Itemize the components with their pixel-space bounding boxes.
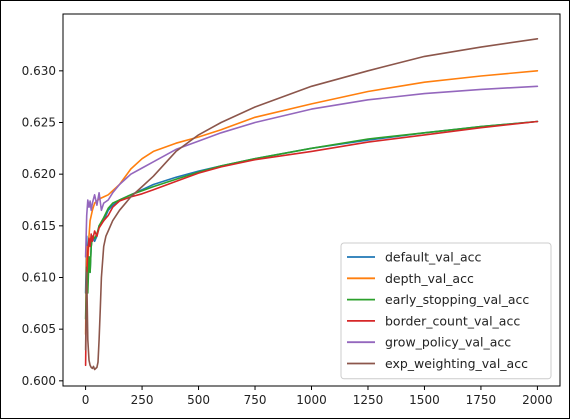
x-tick-label: 1500 xyxy=(409,393,440,407)
legend-label: default_val_acc xyxy=(385,250,482,265)
y-tick-label: 0.620 xyxy=(22,167,56,181)
legend-label: border_count_val_acc xyxy=(385,313,520,328)
y-tick-label: 0.625 xyxy=(22,116,56,130)
x-tick-label: 1750 xyxy=(466,393,497,407)
legend-label: exp_weighting_val_acc xyxy=(385,356,528,371)
y-tick-label: 0.615 xyxy=(22,219,56,233)
x-tick-label: 250 xyxy=(131,393,154,407)
legend: default_val_acc depth_val_acc early_stoppi… xyxy=(340,242,552,380)
x-tick-label: 0 xyxy=(82,393,90,407)
x-tick-label: 1250 xyxy=(353,393,384,407)
x-tick-label: 750 xyxy=(244,393,267,407)
x-axis: 0 250 500 750 1000 1250 1500 1750 2000 xyxy=(82,386,553,407)
series-line-border-count-val-acc xyxy=(84,120,539,367)
legend-label: depth_val_acc xyxy=(385,271,474,286)
legend-label: grow_policy_val_acc xyxy=(385,335,511,350)
y-tick-label: 0.600 xyxy=(22,374,56,388)
y-axis: 0.600 0.605 0.610 0.615 0.620 0.625 0.630 xyxy=(22,64,63,388)
series-line-exp-weighting-val-acc xyxy=(84,37,539,371)
x-tick-label: 500 xyxy=(187,393,210,407)
y-tick-label: 0.610 xyxy=(22,271,56,285)
y-tick-label: 0.605 xyxy=(22,322,56,336)
legend-box xyxy=(340,242,552,380)
x-tick-label: 2000 xyxy=(522,393,553,407)
series-line-grow-policy-val-acc xyxy=(84,85,539,258)
legend-label: early_stopping_val_acc xyxy=(385,292,529,307)
y-tick-label: 0.630 xyxy=(22,64,56,78)
series-line-early-stopping-val-acc xyxy=(84,120,539,320)
series-layer xyxy=(84,37,539,371)
x-tick-label: 1000 xyxy=(296,393,327,407)
series-line-depth-val-acc xyxy=(84,70,539,336)
